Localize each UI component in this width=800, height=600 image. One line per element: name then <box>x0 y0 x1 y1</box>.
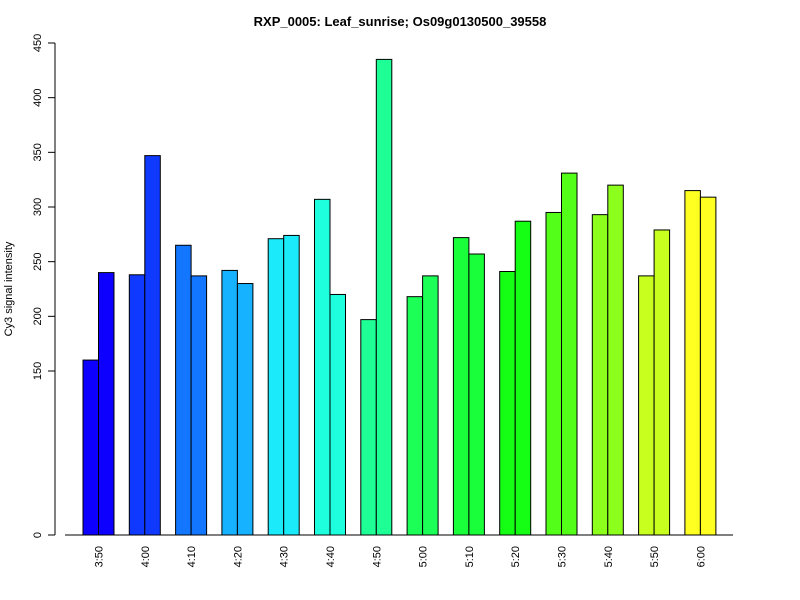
bar-430-1 <box>267 238 285 536</box>
y-tick-label: 150 <box>32 362 44 380</box>
y-axis-label: Cy3 signal intensity <box>3 241 15 336</box>
x-tick-label: 5:50 <box>649 546 661 567</box>
x-tick-label: 5:10 <box>464 546 476 567</box>
y-tick-label: 200 <box>32 307 44 325</box>
y-tick-label: 350 <box>32 143 44 161</box>
bar-530-1 <box>545 211 562 536</box>
bar-410-1 <box>175 244 192 536</box>
chart-title: RXP_0005: Leaf_sunrise; Os09g0130500_395… <box>254 14 547 29</box>
bar-600-2 <box>699 196 717 536</box>
x-tick-label: 3:50 <box>94 546 106 567</box>
bar-500-2 <box>422 275 439 536</box>
y-tick-label: 300 <box>32 198 44 216</box>
bar-500-1 <box>406 296 424 536</box>
x-tick-label: 4:50 <box>371 546 383 567</box>
bar-510-1 <box>452 237 470 536</box>
x-tick-label: 4:10 <box>186 546 198 567</box>
y-tick-label: 450 <box>32 34 44 52</box>
bar-520-2 <box>514 220 532 536</box>
y-tick-label: 250 <box>32 252 44 270</box>
bar-520-1 <box>499 271 516 536</box>
x-tick-label: 4:30 <box>279 546 291 567</box>
bar-450-1 <box>360 319 377 536</box>
bar-510-2 <box>468 253 485 536</box>
x-tick-label: 5:20 <box>510 546 522 567</box>
y-axis-ticks: 0 150 200 250 300 350 400 450 <box>32 34 55 538</box>
x-axis-tick-labels: 3:50 4:00 4:10 4:20 4:30 4:40 4:50 5:00 5:10 5:20… <box>94 546 708 567</box>
bar-430-2 <box>283 234 300 536</box>
bar-350-2 <box>98 272 115 536</box>
bar-540-1 <box>591 214 609 536</box>
bar-420-2 <box>236 283 254 536</box>
y-tick-label: 400 <box>32 88 44 106</box>
x-tick-label: 4:20 <box>232 546 244 567</box>
bar-420-1 <box>221 269 238 536</box>
x-tick-label: 4:00 <box>140 546 152 567</box>
bar-410-2 <box>190 275 208 536</box>
bar-550-2 <box>653 229 671 536</box>
bar-440-1 <box>314 198 331 536</box>
bar-540-2 <box>607 184 624 536</box>
x-tick-label: 5:30 <box>557 546 569 567</box>
y-tick-label: 0 <box>32 532 44 538</box>
x-tick-label: 5:40 <box>603 546 615 567</box>
bar-400-1 <box>128 274 146 536</box>
bar-450-2 <box>375 58 393 536</box>
bar-600-1 <box>684 190 701 536</box>
bar-530-2 <box>561 172 578 536</box>
bar-400-2 <box>144 155 161 536</box>
x-tick-label: 5:00 <box>418 546 430 567</box>
bar-440-2 <box>329 293 346 536</box>
x-tick-label: 6:00 <box>695 546 707 567</box>
bar-350-1 <box>82 359 99 536</box>
bar-550-1 <box>638 275 655 536</box>
x-tick-label: 4:40 <box>325 546 337 567</box>
bars <box>82 58 717 536</box>
